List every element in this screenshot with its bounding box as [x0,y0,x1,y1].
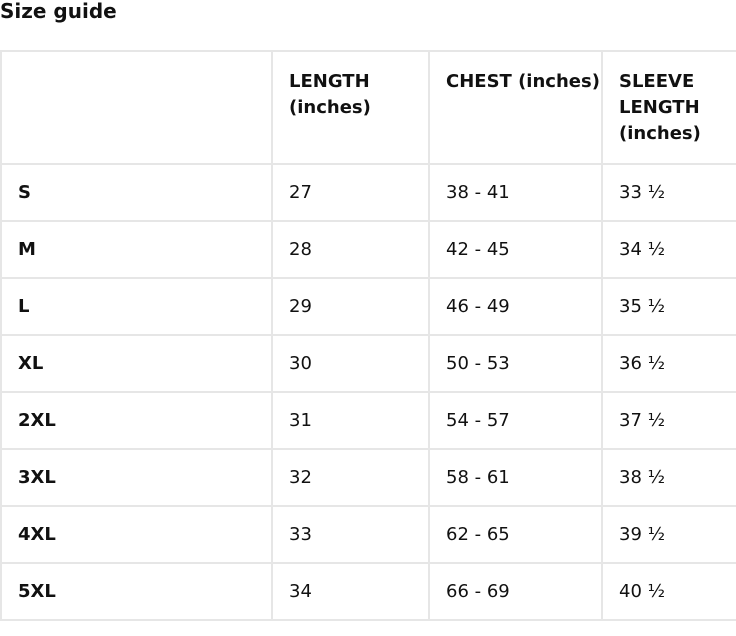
cell-size: S [0,163,273,222]
size-guide-table: LENGTH (inches) CHEST (inches) SLEEVE LE… [0,50,736,621]
cell-length: 34 [271,562,430,621]
cell-length: 33 [271,505,430,564]
cell-sleeve-length: 37 ½ [601,391,736,450]
cell-chest: 58 - 61 [428,448,603,507]
cell-sleeve-length: 38 ½ [601,448,736,507]
cell-size: 3XL [0,448,273,507]
header-sleeve-length: SLEEVE LENGTH (inches) [601,50,736,165]
cell-chest: 38 - 41 [428,163,603,222]
cell-chest: 62 - 65 [428,505,603,564]
table-row: 2XL 31 54 - 57 37 ½ [0,391,736,450]
cell-sleeve-length: 33 ½ [601,163,736,222]
header-size [0,50,273,165]
cell-length: 31 [271,391,430,450]
header-chest: CHEST (inches) [428,50,603,165]
header-row: LENGTH (inches) CHEST (inches) SLEEVE LE… [0,50,736,165]
table-row: S 27 38 - 41 33 ½ [0,163,736,222]
cell-chest: 46 - 49 [428,277,603,336]
cell-sleeve-length: 36 ½ [601,334,736,393]
cell-chest: 54 - 57 [428,391,603,450]
cell-length: 29 [271,277,430,336]
cell-sleeve-length: 40 ½ [601,562,736,621]
header-length: LENGTH (inches) [271,50,430,165]
page-title: Size guide [0,0,117,23]
table-row: 3XL 32 58 - 61 38 ½ [0,448,736,507]
cell-size: M [0,220,273,279]
cell-sleeve-length: 35 ½ [601,277,736,336]
size-guide-table-container: LENGTH (inches) CHEST (inches) SLEEVE LE… [0,50,736,621]
cell-length: 32 [271,448,430,507]
table-row: L 29 46 - 49 35 ½ [0,277,736,336]
cell-size: 2XL [0,391,273,450]
cell-length: 27 [271,163,430,222]
table-row: 4XL 33 62 - 65 39 ½ [0,505,736,564]
cell-sleeve-length: 34 ½ [601,220,736,279]
cell-length: 30 [271,334,430,393]
cell-chest: 66 - 69 [428,562,603,621]
cell-sleeve-length: 39 ½ [601,505,736,564]
table-row: XL 30 50 - 53 36 ½ [0,334,736,393]
cell-length: 28 [271,220,430,279]
cell-chest: 50 - 53 [428,334,603,393]
cell-size: 5XL [0,562,273,621]
cell-size: XL [0,334,273,393]
table-row: M 28 42 - 45 34 ½ [0,220,736,279]
table-row: 5XL 34 66 - 69 40 ½ [0,562,736,621]
cell-size: L [0,277,273,336]
cell-chest: 42 - 45 [428,220,603,279]
cell-size: 4XL [0,505,273,564]
